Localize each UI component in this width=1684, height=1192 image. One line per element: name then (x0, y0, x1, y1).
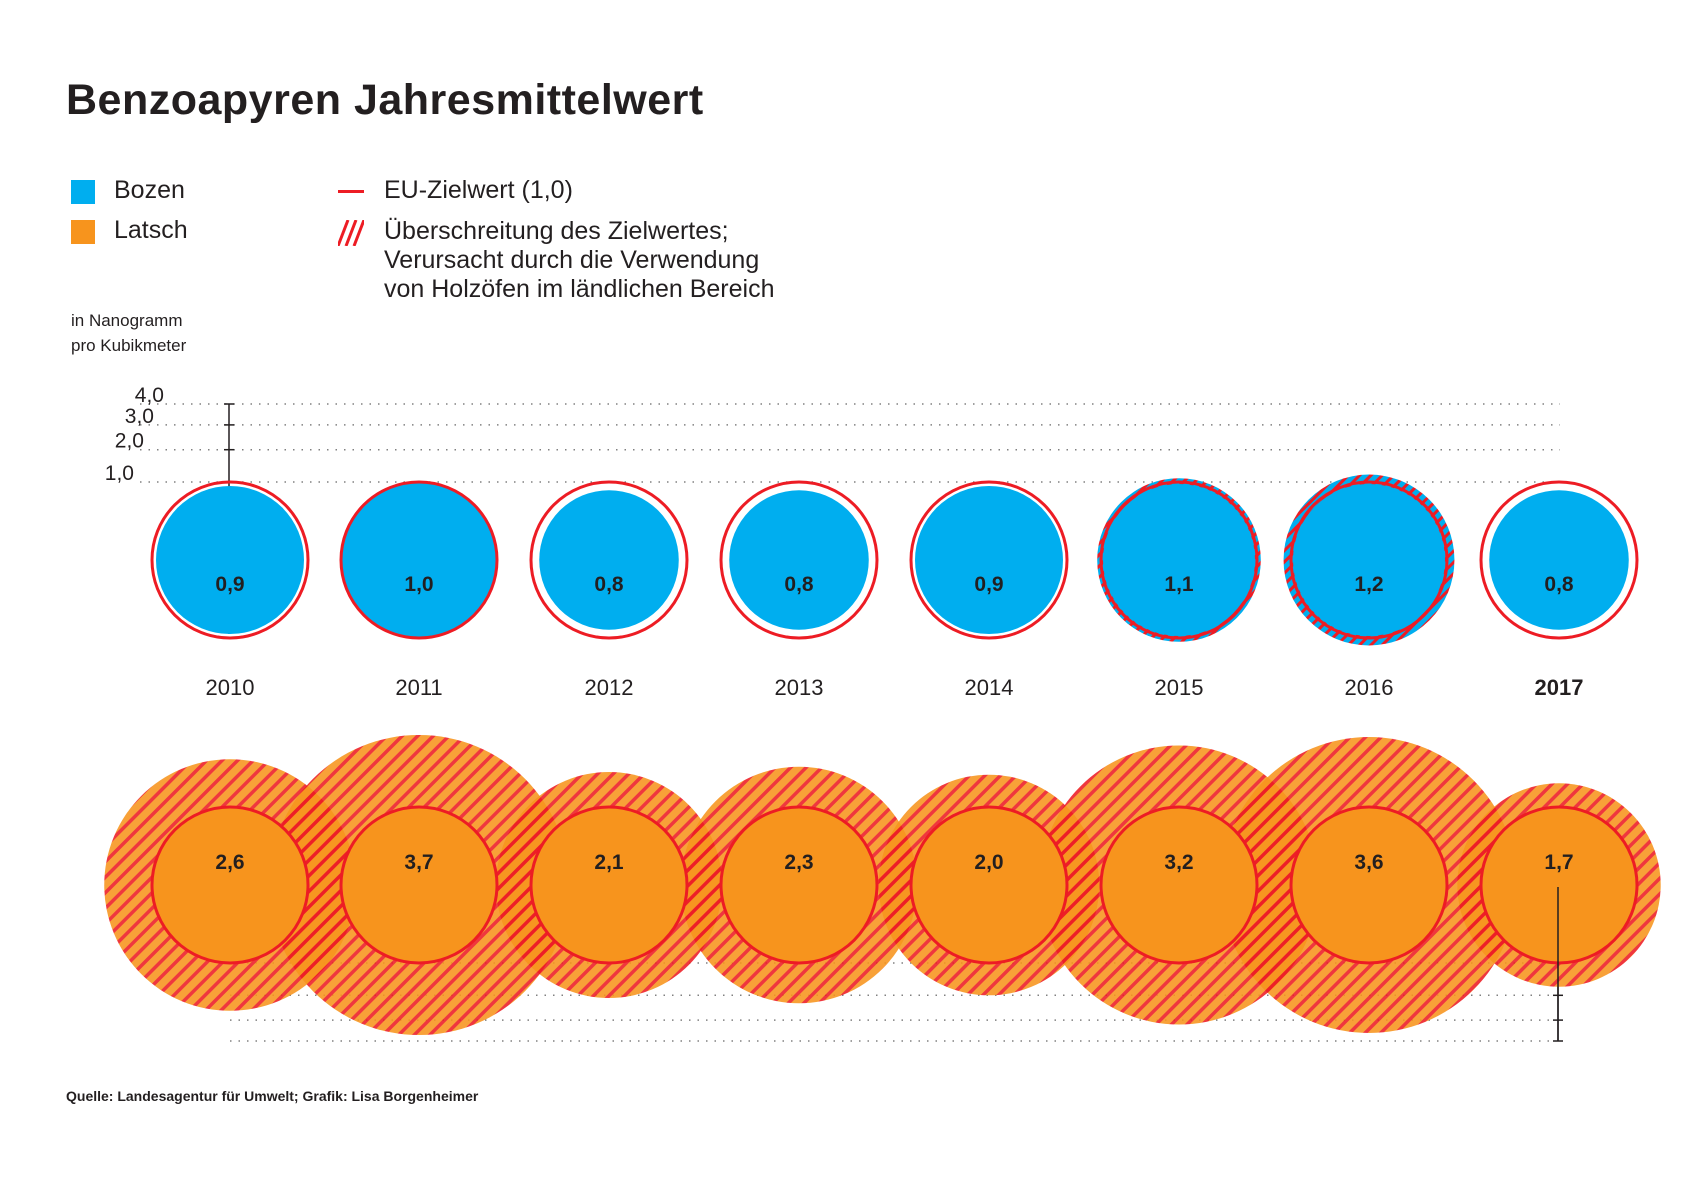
bozen-value-circle (1103, 484, 1255, 636)
year-labels: 2010 2011 2012 2013 2014 2015 2016 2017 (206, 675, 1584, 700)
bozen-bubble-2016: 1,2 (1283, 474, 1455, 646)
bozen-value-circle (341, 482, 497, 638)
latsch-value-label: 2,1 (594, 851, 624, 874)
latsch-core-2011: 3,7 (339, 805, 499, 965)
bozen-bubble-2012: 0,8 (529, 480, 689, 640)
target-ring (909, 805, 1069, 965)
latsch-value-label: 1,7 (1544, 851, 1573, 874)
latsch-core-2014: 2,0 (909, 805, 1069, 965)
bozen-value-circle (1489, 490, 1629, 630)
target-ring (150, 805, 310, 965)
bozen-value-label: 0,9 (974, 573, 1003, 596)
target-ring (1289, 805, 1449, 965)
bozen-value-label: 1,0 (404, 573, 433, 596)
latsch-value-label: 3,6 (1354, 851, 1383, 874)
bozen-value-label: 1,2 (1354, 573, 1383, 596)
target-ring (1289, 480, 1449, 640)
year-label-2015: 2015 (1155, 675, 1204, 700)
bozen-bubble-2017: 0,8 (1479, 480, 1639, 640)
target-ring (1479, 805, 1639, 965)
target-ring (909, 480, 1069, 640)
latsch-core-2013: 2,3 (719, 805, 879, 965)
bozen-bubble-2011: 1,0 (339, 480, 499, 640)
legend-label-bozen: Bozen (114, 176, 185, 204)
legend-label-target: EU-Zielwert (1,0) (384, 176, 573, 204)
chart-title: Benzoapyren Jahresmittelwert (66, 76, 704, 124)
unit-label: in Nanogramm pro Kubikmeter (71, 311, 187, 355)
year-label-2013: 2013 (775, 675, 824, 700)
bozen-value-label: 1,1 (1164, 573, 1194, 596)
latsch-value-label: 2,0 (974, 851, 1003, 874)
legend-swatch-bozen (71, 180, 95, 204)
legend-swatch-latsch (71, 220, 95, 244)
latsch-value-label: 3,7 (404, 851, 433, 874)
latsch-core-2017: 1,7 (1479, 805, 1639, 965)
year-label-2010: 2010 (206, 675, 255, 700)
target-ring (529, 480, 689, 640)
target-ring (719, 805, 879, 965)
legend-line-target (338, 190, 364, 193)
bozen-value-label: 0,8 (784, 573, 814, 596)
bozen-bubble-2010: 0,9 (150, 480, 310, 640)
scale-tick-label: 4,0 (135, 384, 164, 407)
target-ring (529, 805, 689, 965)
target-ring (339, 805, 499, 965)
legend-label-latsch: Latsch (114, 216, 188, 244)
target-ring (339, 480, 499, 640)
latsch-core-2012: 2,1 (529, 805, 689, 965)
bozen-value-circle (915, 486, 1063, 634)
legend-hatch-icon (338, 220, 364, 246)
bozen-value-circle (156, 486, 304, 634)
latsch-value-label: 3,2 (1164, 851, 1193, 874)
bozen-value-label: 0,9 (215, 573, 244, 596)
scale-tick-label: 1,0 (105, 462, 134, 485)
latsch-core-2016: 3,6 (1289, 805, 1449, 965)
bozen-bubble-2013: 0,8 (719, 480, 879, 640)
target-ring (719, 480, 879, 640)
bozen-value-circle (539, 490, 679, 630)
target-ring (150, 480, 310, 640)
source-note: Quelle: Landesagentur für Umwelt; Grafik… (66, 1088, 479, 1104)
target-ring (1099, 805, 1259, 965)
bozen-bubbles: 0,9 1,0 0,8 0,8 0,9 1,1 1,2 0,8 (150, 474, 1639, 646)
scale-tick-label: 3,0 (125, 405, 154, 428)
year-label-2012: 2012 (585, 675, 634, 700)
scale-tick-label: 2,0 (115, 430, 144, 453)
bozen-value-label: 0,8 (1544, 573, 1574, 596)
bozen-value-circle (729, 490, 869, 630)
target-ring (1099, 480, 1259, 640)
year-label-2011: 2011 (395, 675, 442, 700)
bozen-bubble-2015: 1,1 (1097, 478, 1261, 642)
bozen-value-label: 0,8 (594, 573, 624, 596)
bozen-value-circle (1293, 484, 1445, 636)
latsch-value-label: 2,6 (215, 851, 244, 874)
year-label-2014: 2014 (965, 675, 1014, 700)
latsch-bubbles: 2,6 3,7 2,1 2,3 2,0 3,2 3,6 1,7 (104, 734, 1661, 1041)
bozen-bubble-2014: 0,9 (909, 480, 1069, 640)
latsch-core-2015: 3,2 (1099, 805, 1259, 965)
year-label-2016: 2016 (1345, 675, 1394, 700)
latsch-core-2010: 2,6 (150, 805, 310, 965)
latsch-value-label: 2,3 (784, 851, 813, 874)
year-label-2017: 2017 (1535, 675, 1584, 700)
target-ring (1479, 480, 1639, 640)
legend-label-exceed: Überschreitung des Zielwertes; Verursach… (384, 217, 775, 303)
